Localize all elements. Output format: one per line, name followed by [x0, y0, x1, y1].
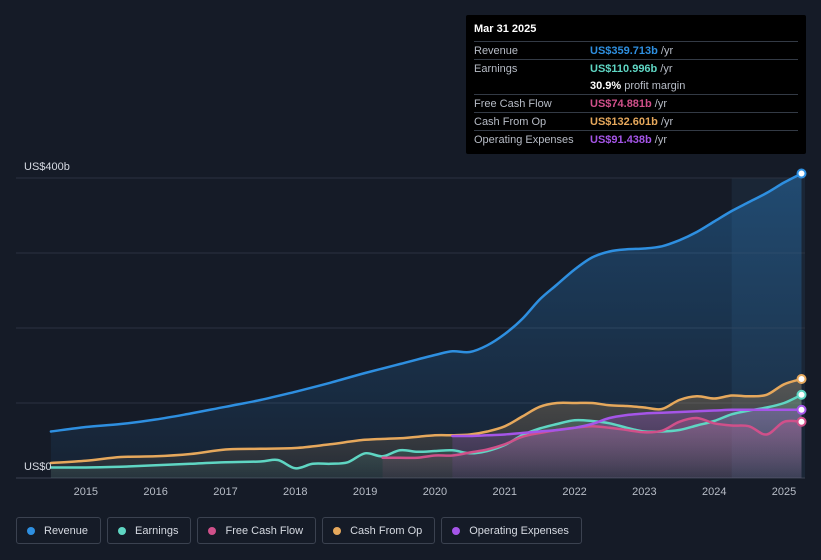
- revenue-end-point: [796, 168, 807, 179]
- legend-dot-icon: [27, 526, 35, 535]
- operating-expenses-end-point: [796, 404, 807, 415]
- free-cash-flow-line: [381, 416, 803, 460]
- tooltip-label: Cash From Op: [474, 115, 547, 128]
- x-tick-label: 2025: [772, 486, 796, 498]
- tooltip-suffix: /yr: [654, 133, 667, 146]
- x-tick-label: 2023: [632, 486, 656, 498]
- tooltip-label: Operating Expenses: [474, 133, 574, 146]
- tooltip-suffix: profit margin: [624, 79, 686, 92]
- tooltip-label: Free Cash Flow: [474, 97, 552, 110]
- x-tick-label: 2022: [562, 486, 586, 498]
- legend-dot-icon: [208, 526, 217, 535]
- earnings-end-point: [796, 389, 807, 400]
- legend-item-cash-from-op[interactable]: Cash From Op: [322, 517, 436, 544]
- tooltip-row: Operating Expenses US$91.438b/yr: [474, 130, 798, 148]
- tooltip-suffix: /yr: [660, 44, 674, 57]
- tooltip-row: Revenue US$359.713b/yr: [474, 41, 798, 59]
- x-tick-label: 2019: [353, 486, 377, 498]
- y-axis-zero-label: US$0: [24, 461, 52, 473]
- legend-label: Operating Expenses: [469, 524, 569, 537]
- tooltip-value: US$74.881b: [590, 97, 652, 110]
- cash-from-op-line: [49, 377, 803, 465]
- x-tick-label: 2024: [702, 486, 726, 498]
- legend-dot-icon: [118, 526, 127, 535]
- legend-label: Cash From Op: [350, 524, 423, 537]
- tooltip-suffix: /yr: [654, 97, 667, 110]
- legend-item-earnings[interactable]: Earnings: [107, 517, 192, 544]
- legend-label: Revenue: [44, 524, 89, 537]
- x-tick-label: 2015: [74, 486, 98, 498]
- x-tick-label: 2020: [423, 486, 447, 498]
- tooltip-row: Free Cash Flow US$74.881b/yr: [474, 94, 798, 112]
- legend-dot-icon: [452, 526, 461, 535]
- tooltip-suffix: /yr: [660, 62, 673, 75]
- legend-item-operating-expenses[interactable]: Operating Expenses: [441, 517, 582, 544]
- free-cash-flow-end-point: [796, 416, 807, 427]
- x-tick-label: 2016: [143, 486, 167, 498]
- tooltip-value: 30.9%: [590, 79, 622, 92]
- x-tick-label: 2021: [493, 486, 517, 498]
- tooltip-row: Earnings US$110.996b/yr: [474, 59, 798, 77]
- revenue-line: [49, 172, 803, 433]
- tooltip-value: US$132.601b: [590, 115, 658, 128]
- tooltip-label: Earnings: [474, 62, 518, 75]
- x-tick-label: 2018: [283, 486, 307, 498]
- tooltip-value: US$359.713b: [590, 44, 658, 57]
- operating-expenses-area: [452, 409, 802, 478]
- legend-item-revenue[interactable]: Revenue: [16, 517, 102, 544]
- chart-area: US$400b US$0 2015 2016 2017 2018 2019 2020 2021 2…: [16, 161, 807, 498]
- cash-from-op-end-point: [796, 374, 807, 384]
- tooltip-date: Mar 31 2025: [474, 23, 537, 35]
- y-axis-top-label: US$400b: [24, 161, 70, 173]
- tooltip-row: 30.9% profit margin: [474, 77, 798, 94]
- earnings-line: [49, 393, 803, 470]
- legend-label: Free Cash Flow: [225, 524, 304, 537]
- revenue-area: [50, 173, 802, 478]
- tooltip-label: Revenue: [474, 44, 519, 57]
- data-tooltip: Mar 31 2025 Revenue US$359.713b/yr Earning…: [466, 15, 806, 154]
- chart-legend: Revenue Earnings Free Cash Flow Cash From O…: [16, 517, 582, 546]
- tooltip-value: US$110.996b: [590, 62, 658, 75]
- tooltip-suffix: /yr: [660, 115, 674, 128]
- legend-dot-icon: [333, 526, 342, 535]
- legend-label: Earnings: [135, 524, 179, 537]
- tooltip-row: Cash From Op US$132.601b/yr: [474, 112, 798, 130]
- x-tick-label: 2017: [213, 486, 237, 498]
- tooltip-value: US$91.438b: [590, 133, 652, 146]
- legend-item-free-cash-flow[interactable]: Free Cash Flow: [197, 517, 317, 544]
- operating-expenses-line: [451, 408, 803, 438]
